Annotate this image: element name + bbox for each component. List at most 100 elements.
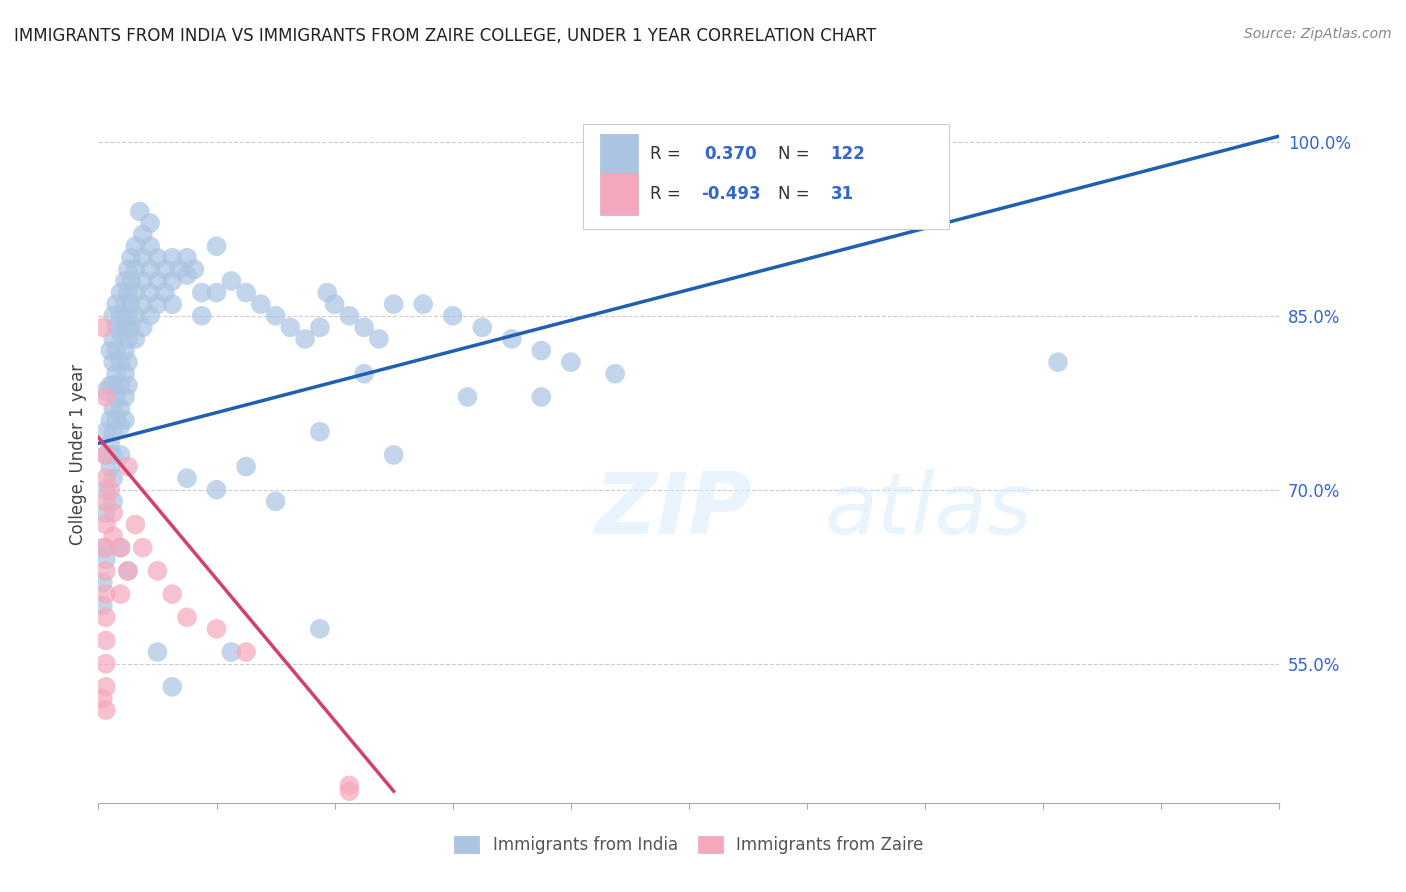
Point: [124, 239, 146, 253]
Point: [94, 506, 117, 520]
Point: [124, 517, 146, 532]
Point: [94, 657, 117, 671]
Point: [183, 262, 205, 277]
Point: [94, 552, 117, 566]
Point: [339, 778, 361, 793]
Text: Source: ZipAtlas.com: Source: ZipAtlas.com: [1244, 27, 1392, 41]
Point: [132, 320, 155, 334]
Point: [139, 262, 162, 277]
Point: [176, 268, 198, 282]
Point: [162, 251, 183, 265]
Text: -0.493: -0.493: [700, 185, 761, 203]
Point: [94, 494, 117, 508]
Point: [530, 390, 553, 404]
Point: [139, 309, 162, 323]
Point: [110, 285, 132, 300]
Point: [316, 285, 339, 300]
Point: [124, 262, 146, 277]
Point: [250, 297, 273, 311]
Point: [146, 297, 169, 311]
FancyBboxPatch shape: [582, 124, 949, 229]
Point: [560, 355, 582, 369]
Point: [1047, 355, 1070, 369]
Point: [110, 587, 132, 601]
Point: [117, 285, 139, 300]
Point: [98, 483, 121, 497]
Point: [412, 297, 434, 311]
Point: [103, 471, 125, 485]
Point: [191, 285, 214, 300]
Point: [120, 274, 142, 288]
Point: [441, 309, 464, 323]
Point: [94, 384, 117, 398]
Point: [98, 343, 121, 358]
Point: [110, 309, 132, 323]
Point: [162, 587, 183, 601]
Point: [235, 645, 257, 659]
Point: [103, 309, 125, 323]
Text: ZIP: ZIP: [595, 469, 752, 552]
Point: [120, 320, 142, 334]
Point: [124, 332, 146, 346]
Point: [98, 436, 121, 450]
Point: [146, 564, 169, 578]
Point: [94, 483, 117, 497]
Point: [103, 378, 125, 392]
Point: [117, 564, 139, 578]
Text: atlas: atlas: [825, 469, 1033, 552]
Point: [382, 448, 405, 462]
Point: [153, 285, 176, 300]
Point: [235, 285, 257, 300]
Point: [309, 320, 332, 334]
Point: [353, 320, 375, 334]
Point: [110, 378, 132, 392]
Point: [339, 784, 361, 798]
Point: [368, 332, 391, 346]
Point: [176, 610, 198, 624]
Point: [94, 425, 117, 439]
Point: [105, 390, 128, 404]
Point: [117, 332, 139, 346]
Point: [103, 425, 125, 439]
Text: 122: 122: [831, 145, 866, 163]
Text: N =: N =: [778, 145, 814, 163]
Point: [139, 285, 162, 300]
Point: [110, 418, 132, 433]
Point: [117, 309, 139, 323]
Point: [169, 262, 191, 277]
Point: [114, 390, 136, 404]
Point: [221, 274, 243, 288]
Point: [103, 401, 125, 416]
Point: [114, 274, 136, 288]
Point: [205, 622, 228, 636]
Point: [124, 285, 146, 300]
Point: [94, 703, 117, 717]
Point: [139, 239, 162, 253]
Point: [280, 320, 302, 334]
Point: [323, 297, 346, 311]
Point: [105, 367, 128, 381]
Point: [294, 332, 316, 346]
Point: [605, 367, 627, 381]
Point: [162, 274, 183, 288]
Point: [91, 320, 114, 334]
Point: [139, 216, 162, 230]
Point: [94, 448, 117, 462]
Point: [117, 564, 139, 578]
Point: [117, 355, 139, 369]
Point: [146, 274, 169, 288]
Point: [124, 309, 146, 323]
Point: [103, 506, 125, 520]
Point: [353, 367, 375, 381]
Point: [103, 529, 125, 543]
Point: [105, 297, 128, 311]
Point: [114, 320, 136, 334]
Point: [94, 587, 117, 601]
Point: [264, 494, 287, 508]
Point: [94, 680, 117, 694]
Point: [110, 355, 132, 369]
Point: [91, 691, 114, 706]
Text: R =: R =: [650, 185, 686, 203]
Point: [176, 251, 198, 265]
Point: [114, 297, 136, 311]
